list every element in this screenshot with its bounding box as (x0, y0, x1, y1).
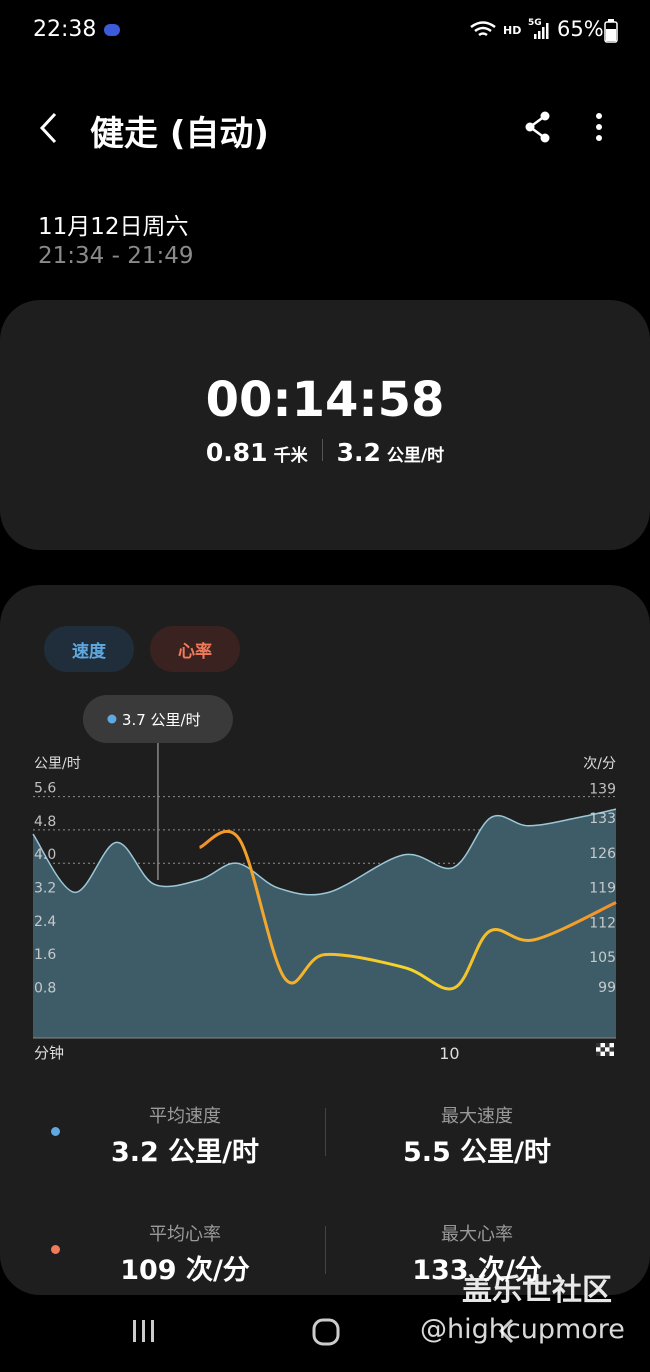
tooltip-label: 3.7 公里/时 (122, 711, 201, 729)
home-button[interactable] (312, 1318, 340, 1346)
stat-label: 平均心率 (149, 1224, 221, 1245)
watermark-site: 盖乐世社区 (462, 1273, 612, 1308)
series-line (32, 808, 617, 896)
y-tick-label: 5.6 (34, 781, 56, 797)
y2-tick-label: 133 (589, 811, 616, 827)
tab-heart-rate[interactable]: 心率 (150, 626, 240, 672)
y2-tick-label: 99 (598, 980, 616, 996)
y-tick-label: 3.2 (34, 881, 56, 897)
watermark-handle: @highcupmore (420, 1314, 625, 1345)
stat-value: 133 次/分 (412, 1255, 542, 1286)
distance: 0.81 (205, 438, 268, 467)
stat-label: 平均速度 (149, 1106, 221, 1127)
summary-card (0, 300, 650, 550)
y-tick-label: 4.8 (34, 814, 56, 830)
y2-tick-label: 105 (589, 950, 616, 966)
y2-tick-label: 139 (589, 781, 616, 797)
divider (325, 1108, 326, 1156)
tab-speed[interactable]: 速度 (44, 626, 134, 672)
y2-axis-title: 次/分 (583, 756, 616, 772)
distance-unit: 千米 (273, 446, 308, 466)
y-tick-label: 1.6 (34, 947, 56, 963)
x-axis-title: 分钟 (34, 1044, 64, 1062)
speed-unit: 公里/时 (386, 446, 445, 466)
summary-row: 0.81 千米 3.2 公里/时 (0, 438, 650, 467)
session-date: 11月12日周六 (38, 214, 189, 240)
y-tick-label: 0.8 (34, 980, 56, 996)
status-time: 22:38 (33, 17, 97, 42)
status-network: HD (503, 24, 522, 37)
y2-tick-label: 112 (589, 915, 616, 931)
speed: 3.2 (336, 438, 381, 467)
signal-icon (534, 23, 549, 39)
tooltip-dot (107, 714, 117, 724)
y-tick-label: 4.0 (34, 847, 56, 863)
stat-value: 5.5 公里/时 (402, 1137, 552, 1168)
stat-label: 最大心率 (441, 1224, 513, 1245)
stat-label: 最大速度 (441, 1106, 513, 1127)
wifi-icon (470, 21, 496, 37)
y2-tick-label: 126 (589, 846, 616, 862)
series-line (198, 830, 617, 991)
stat-value: 109 次/分 (120, 1255, 250, 1286)
divider (325, 1226, 326, 1274)
back-button[interactable] (36, 110, 62, 146)
recents-button[interactable] (133, 1320, 154, 1342)
back-nav-button[interactable] (498, 1318, 514, 1344)
page-title: 健走 (自动) (90, 114, 269, 154)
more-button[interactable] (589, 110, 609, 144)
status-signal: 5G (528, 18, 542, 28)
speed-dot (51, 1127, 60, 1136)
duration: 00:14:58 (205, 372, 445, 428)
y-axis-title: 公里/时 (34, 756, 81, 772)
stat-value: 3.2 公里/时 (110, 1137, 260, 1168)
status-battery: 65% (557, 17, 604, 41)
x-tick-label: 10 (439, 1044, 459, 1063)
status-icon (104, 24, 120, 36)
area (33, 809, 616, 1038)
share-button[interactable] (522, 110, 554, 144)
nav-bar (133, 1318, 514, 1346)
finish-flag (596, 1043, 614, 1056)
y-tick-label: 2.4 (34, 914, 56, 930)
chart: 公里/时 次/分 分钟 0.8 1.6 2.4 3.2 4.0 4.8 5.6 99 105 11… (32, 695, 617, 1063)
battery-icon (604, 19, 618, 43)
heart-dot (51, 1245, 60, 1254)
divider (321, 439, 323, 461)
session-time-range: 21:34 - 21:49 (38, 243, 194, 269)
tooltip-box (82, 695, 233, 743)
y2-tick-label: 119 (589, 881, 616, 897)
